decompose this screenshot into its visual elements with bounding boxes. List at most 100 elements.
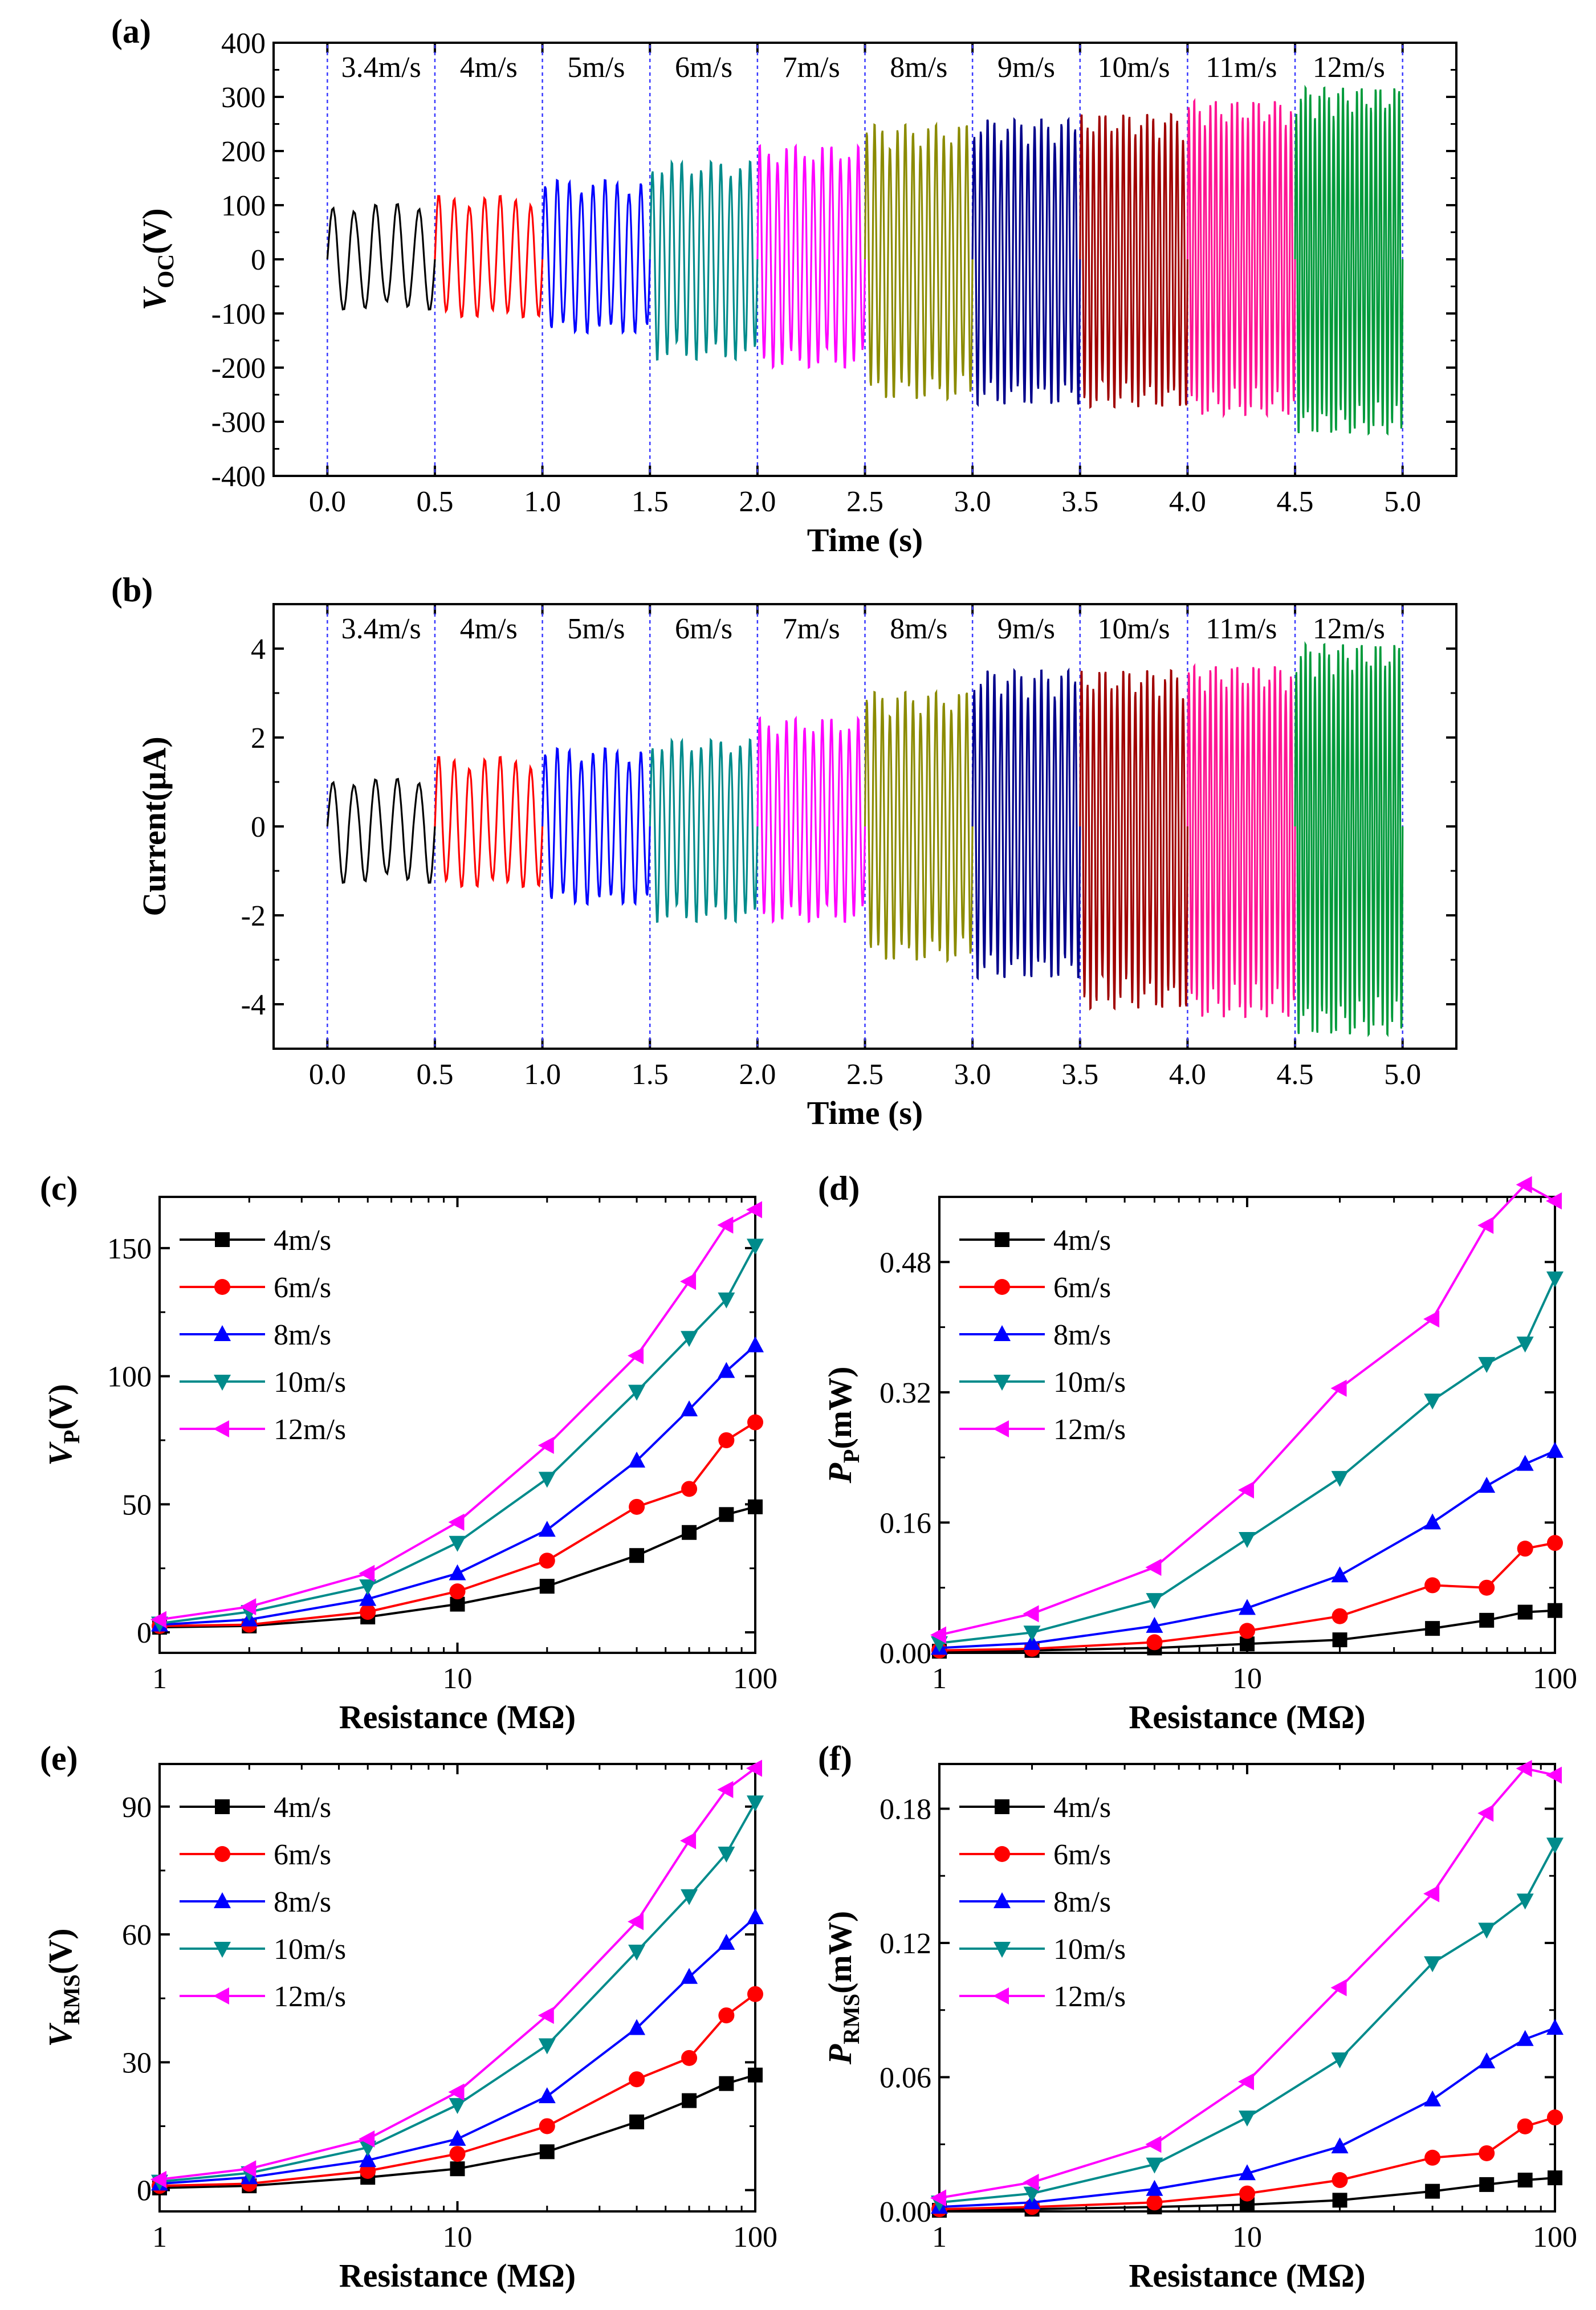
data-point	[150, 2170, 166, 2188]
x-tick-label: 100	[733, 2221, 777, 2254]
data-point	[1239, 1623, 1255, 1639]
data-point	[681, 1331, 698, 1347]
x-tick-label: 1.5	[632, 486, 669, 518]
legend-marker	[214, 1375, 231, 1391]
x-axis-title: Resistance (MΩ)	[1129, 1698, 1365, 1735]
data-point	[1517, 1541, 1533, 1557]
legend-item-8m-s: 8m/s	[180, 1886, 331, 1918]
x-tick-label: 100	[1533, 1663, 1577, 1695]
y-tick-label: 60	[122, 1919, 152, 1952]
data-point	[629, 2071, 645, 2088]
data-point	[448, 2083, 465, 2101]
data-point	[681, 1400, 698, 1417]
data-point	[719, 1507, 734, 1522]
x-axis-title: Time (s)	[807, 522, 923, 559]
data-point	[747, 1238, 764, 1255]
y-tick-label: 400	[221, 27, 266, 60]
data-point	[1239, 2164, 1256, 2181]
data-point	[681, 1967, 698, 1984]
data-point	[1239, 2111, 1256, 2127]
legend-label: 12m/s	[274, 1413, 346, 1446]
waveform-segment-3-4m-s	[326, 203, 436, 311]
data-point	[449, 2098, 466, 2115]
panel-label: (c)	[40, 1170, 78, 1207]
waveform-segment-6m-s	[649, 159, 759, 362]
data-point	[628, 2019, 646, 2035]
legend-marker	[214, 1892, 231, 1908]
data-point	[1239, 2185, 1255, 2202]
x-axis-title: Time (s)	[807, 1094, 923, 1131]
data-point	[449, 2146, 466, 2162]
data-point	[682, 2093, 697, 2108]
x-tick-label: 100	[1533, 2221, 1577, 2254]
panel-label: (a)	[111, 13, 151, 50]
data-point	[1332, 2172, 1348, 2189]
data-point	[449, 1535, 466, 1552]
data-point	[1516, 1337, 1534, 1353]
data-point	[718, 1432, 735, 1448]
waveform-segment-11m-s	[1186, 663, 1296, 1018]
data-point	[1546, 2019, 1564, 2035]
series-10m-s	[931, 1838, 1564, 2212]
data-point	[1478, 1922, 1496, 1939]
x-tick-label: 0.5	[416, 486, 453, 518]
x-tick-label: 5.0	[1384, 486, 1421, 518]
x-tick-label: 5.0	[1384, 1058, 1421, 1091]
series-12m-s	[150, 1759, 762, 2188]
waveform-segment-4m-s	[434, 756, 544, 889]
y-tick-label: 150	[107, 1233, 152, 1265]
speed-label: 9m/s	[997, 51, 1055, 84]
legend-marker	[995, 1232, 1009, 1247]
y-tick-label: 300	[221, 82, 266, 114]
x-axis-title: Resistance (MΩ)	[339, 2257, 576, 2294]
speed-label: 11m/s	[1206, 51, 1277, 84]
data-point	[1546, 1766, 1562, 1784]
waveform-segment-12m-s	[1294, 84, 1404, 436]
data-point	[1332, 2193, 1347, 2208]
data-point	[628, 1913, 644, 1930]
data-point	[1023, 2173, 1039, 2191]
data-point	[1516, 1176, 1532, 1193]
legend-label: 10m/s	[1053, 1933, 1126, 1966]
speed-label: 6m/s	[675, 51, 732, 84]
data-point	[538, 1472, 556, 1488]
data-point	[1477, 1217, 1494, 1234]
x-axis-title: Resistance (MΩ)	[339, 1698, 576, 1735]
chart-panel-f: 0.00 0.06 0.12 0.18 1 10 100 Resistance (MΩ) 4m/…	[818, 1739, 1577, 2294]
speed-label: 9m/s	[997, 613, 1055, 645]
legend-marker	[993, 1420, 1009, 1437]
data-point	[1145, 1559, 1162, 1576]
x-tick-label: 4.5	[1277, 1058, 1314, 1091]
y-tick-label: 30	[122, 2047, 152, 2079]
data-point	[359, 1590, 377, 1606]
y-axis-title: VRMS(V)	[42, 1928, 84, 2047]
data-point	[1424, 2090, 1442, 2107]
legend-item-10m-s: 10m/s	[959, 1933, 1126, 1966]
data-point	[359, 1565, 375, 1582]
data-point	[539, 1553, 555, 1569]
data-point	[1331, 1470, 1349, 1487]
y-tick-label: 90	[122, 1791, 152, 1824]
y-tick-label: 0.12	[880, 1928, 931, 1960]
legend-label: 6m/s	[1053, 1272, 1111, 1304]
data-point	[1240, 1636, 1255, 1652]
data-point	[681, 1889, 698, 1905]
data-point	[1331, 1566, 1349, 1583]
y-tick-label: 0.16	[880, 1507, 931, 1539]
data-point	[539, 2144, 555, 2160]
data-point	[1238, 1481, 1254, 1499]
data-point	[1424, 1577, 1441, 1594]
speed-label: 4m/s	[460, 51, 518, 84]
data-point	[718, 1362, 735, 1378]
y-axis-title-unit: (V)	[136, 208, 173, 254]
data-point	[1145, 2136, 1162, 2153]
y-tick-label: 200	[221, 136, 266, 168]
legend-label: 10m/s	[1053, 1366, 1126, 1399]
data-point	[1517, 2118, 1533, 2134]
data-point	[717, 1216, 734, 1234]
data-point	[538, 2038, 556, 2055]
data-point	[1146, 2194, 1163, 2211]
waveform-segment-10m-s	[1079, 112, 1188, 409]
legend-item-8m-s: 8m/s	[959, 1886, 1111, 1918]
